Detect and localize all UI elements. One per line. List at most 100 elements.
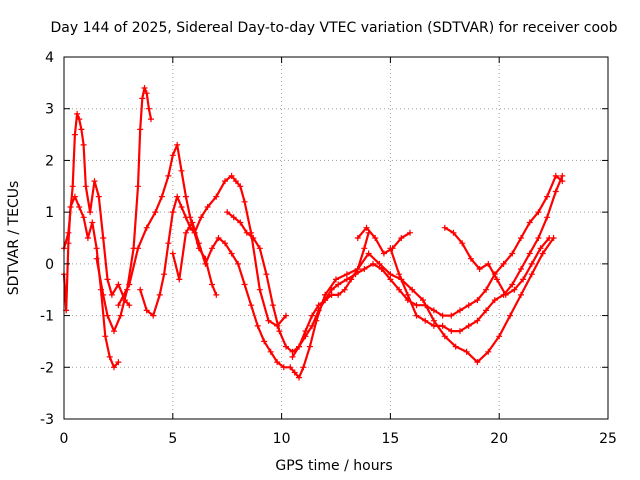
data-point [250,235,257,241]
x-axis-label: GPS time / hours [275,458,392,474]
series-trace [62,112,131,307]
data-point [235,260,242,267]
chart-title: Day 144 of 2025, Sidereal Day-to-day VTE… [51,20,618,36]
data-point [228,172,235,179]
data-point [448,312,455,319]
data-point [158,193,165,200]
data-point [241,198,248,205]
data-point [430,322,437,329]
data-point [450,229,457,236]
data-point [465,322,472,329]
y-tick-label: 2 [45,153,54,169]
data-point [115,302,122,309]
data-point [106,353,113,360]
data-point [102,333,109,340]
data-point [84,235,91,241]
series-trace [443,226,551,296]
data-point [507,312,514,319]
data-point [496,333,503,340]
data-point [409,286,416,293]
data-point [430,307,437,314]
data-point [296,374,302,381]
data-point [169,152,176,159]
series-satellite-track-6 [169,219,329,381]
y-tick-label: 1 [45,205,54,221]
data-point [135,183,141,190]
data-point [74,110,81,117]
data-point [509,250,516,257]
data-point [222,178,228,185]
data-point [376,260,383,267]
data-point [115,359,122,366]
data-point [287,364,294,371]
data-point [248,302,255,309]
data-point [100,235,107,241]
data-point [544,214,551,221]
x-tick-label: 15 [381,431,399,447]
data-point [202,260,209,267]
data-point [76,116,83,123]
data-point [289,353,296,360]
data-point [80,214,87,221]
data-point [182,229,189,236]
data-point [509,281,516,288]
data-point [465,302,472,309]
data-point [518,266,524,272]
data-point [387,276,394,283]
data-point [87,209,94,216]
data-point [100,291,107,298]
data-point [396,271,403,278]
data-point [152,209,159,216]
data-point [283,343,289,350]
data-point [544,193,551,200]
data-point [280,364,287,371]
data-point [441,333,448,340]
data-point [139,95,146,102]
data-point [407,229,413,236]
data-point [178,204,185,210]
data-point [302,328,309,335]
data-point [241,281,248,288]
grid-lines [64,57,608,419]
data-point [143,90,150,97]
x-tick-label: 0 [60,431,69,447]
data-point [352,271,359,278]
data-point [365,250,372,257]
series-trace [291,174,564,358]
data-point [174,141,181,148]
data-point [137,286,144,293]
data-point [213,291,220,298]
data-point [559,172,566,179]
data-point [296,343,302,350]
y-tick-label: 0 [45,257,54,273]
data-point [467,255,474,262]
data-point [537,245,544,252]
data-point [243,229,250,236]
data-point [518,291,524,298]
series-satellite-track-4 [115,141,220,309]
data-point [148,116,154,123]
data-point [552,172,559,179]
data-point [274,359,281,366]
data-point [283,312,289,319]
data-point [71,131,78,138]
data-point [457,328,463,335]
data-point [494,276,500,283]
data-point [398,235,405,241]
series-trace [117,143,218,307]
data-point [335,281,342,288]
data-point [535,235,542,241]
data-point [256,245,263,252]
data-point [500,260,507,267]
series-satellite-track-2 [61,193,122,371]
axis-ticks: 0 5 10 15 20 25 -3 -2 -1 0 1 2 3 4 [40,50,617,447]
data-point [80,141,87,148]
data-point [420,297,426,304]
data-point [491,297,498,304]
data-point [198,214,205,221]
data-point [209,245,215,252]
data-point [267,348,274,355]
data-point [476,266,483,272]
data-point [228,250,235,257]
data-point [156,291,163,298]
